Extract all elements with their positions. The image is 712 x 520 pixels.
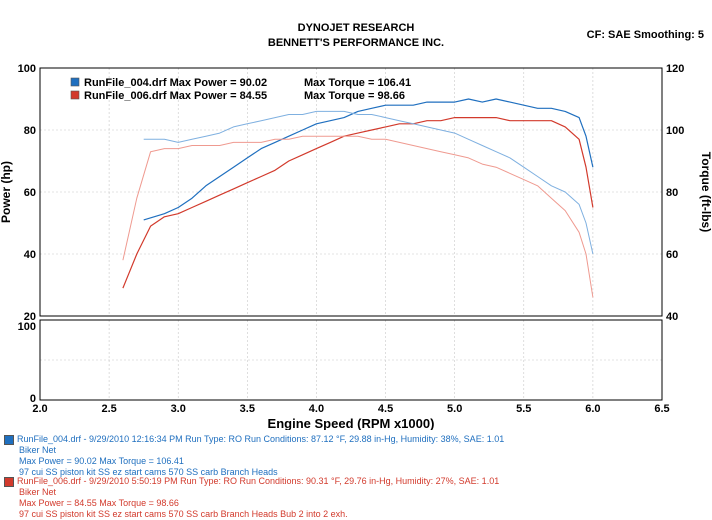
run2-info-line2: Biker Net: [19, 487, 57, 497]
series-line-power-run2: [122, 117, 594, 289]
correction-factor-label: CF: SAE Smoothing: 5: [586, 29, 704, 41]
run2-info-block: RunFile_006.drf - 9/29/2010 5:50:19 PM R…: [4, 476, 499, 520]
series-line-torque-run1: [143, 110, 594, 255]
legend-run2-power: RunFile_006.drf Max Power = 84.55: [84, 90, 267, 102]
axis-ticks: 2.0 2.5 3.0 3.5 4.0 4.5 5.0 5.5 6.0 6.5 100 80 60 40 2…: [18, 63, 685, 415]
y-axis-label-power: Power (hp): [0, 161, 13, 223]
run2-info-line3: Max Power = 84.55 Max Torque = 98.66: [19, 498, 179, 508]
y2-tick-label: 120: [666, 63, 684, 75]
dyno-chart: 2.0 2.5 3.0 3.5 4.0 4.5 5.0 5.5 6.0 6.5 100 80 60 40 2…: [0, 63, 712, 430]
series-line-power-run1: [143, 98, 594, 221]
x-tick-label: 5.0: [447, 403, 462, 415]
x-tick-label: 6.5: [654, 403, 669, 415]
run1-info-line1: RunFile_004.drf - 9/29/2010 12:16:34 PM …: [17, 434, 505, 444]
x-tick-label: 6.0: [585, 403, 600, 415]
x-axis-label: Engine Speed (RPM x1000): [268, 416, 435, 430]
chart-legend: RunFile_004.drf Max Power = 90.02 Max To…: [70, 77, 411, 102]
y-tick-label: 100: [18, 63, 36, 75]
x-tick-label: 2.5: [101, 403, 116, 415]
series-group: [122, 98, 594, 298]
run2-info-line4: 97 cui SS piston kit SS ez start cams 57…: [19, 509, 348, 519]
y-tick-label: 40: [24, 249, 36, 261]
x-tick-label: 3.5: [240, 403, 255, 415]
x-tick-label: 5.5: [516, 403, 531, 415]
series-line-torque-run2: [122, 135, 594, 298]
lower-y-tick-label: 100: [18, 321, 36, 333]
lower-y-tick-label: 0: [30, 393, 36, 405]
legend-swatch-run1: [70, 77, 80, 87]
run1-info-line4: 97 cui SS piston kit SS ez start cams 57…: [19, 467, 278, 477]
x-tick-label: 3.0: [171, 403, 186, 415]
chart-title: DYNOJET RESEARCH: [297, 22, 415, 34]
run2-swatch-icon: [4, 476, 14, 487]
run1-info-block: RunFile_004.drf - 9/29/2010 12:16:34 PM …: [4, 434, 504, 478]
x-tick-label: 4.0: [309, 403, 324, 415]
legend-run1-power: RunFile_004.drf Max Power = 90.02: [84, 77, 267, 89]
lower-plot-frame: [39, 319, 663, 401]
legend-run1-torque: Max Torque = 106.41: [304, 77, 411, 89]
x-tick-label: 4.5: [378, 403, 393, 415]
run1-info-line3: Max Power = 90.02 Max Torque = 106.41: [19, 456, 184, 466]
chart-grid: [39, 67, 663, 400]
y-tick-label: 60: [24, 187, 36, 199]
chart-subtitle: BENNETT'S PERFORMANCE INC.: [267, 37, 445, 49]
legend-swatch-run2: [70, 90, 80, 100]
upper-plot-frame: [39, 67, 663, 317]
y2-tick-label: 80: [666, 187, 678, 199]
run1-info-line2: Biker Net: [19, 445, 57, 455]
y-axis-label-torque: Torque (ft-lbs): [699, 152, 712, 232]
y-tick-label: 20: [24, 311, 36, 323]
y-tick-label: 80: [24, 125, 36, 137]
x-tick-label: 2.0: [32, 403, 47, 415]
y2-tick-label: 60: [666, 249, 678, 261]
run1-swatch-icon: [4, 434, 14, 445]
y2-tick-label: 100: [666, 125, 684, 137]
legend-run2-torque: Max Torque = 98.66: [304, 90, 405, 102]
run2-info-line1: RunFile_006.drf - 9/29/2010 5:50:19 PM R…: [17, 476, 500, 486]
y2-tick-label: 40: [666, 311, 678, 323]
